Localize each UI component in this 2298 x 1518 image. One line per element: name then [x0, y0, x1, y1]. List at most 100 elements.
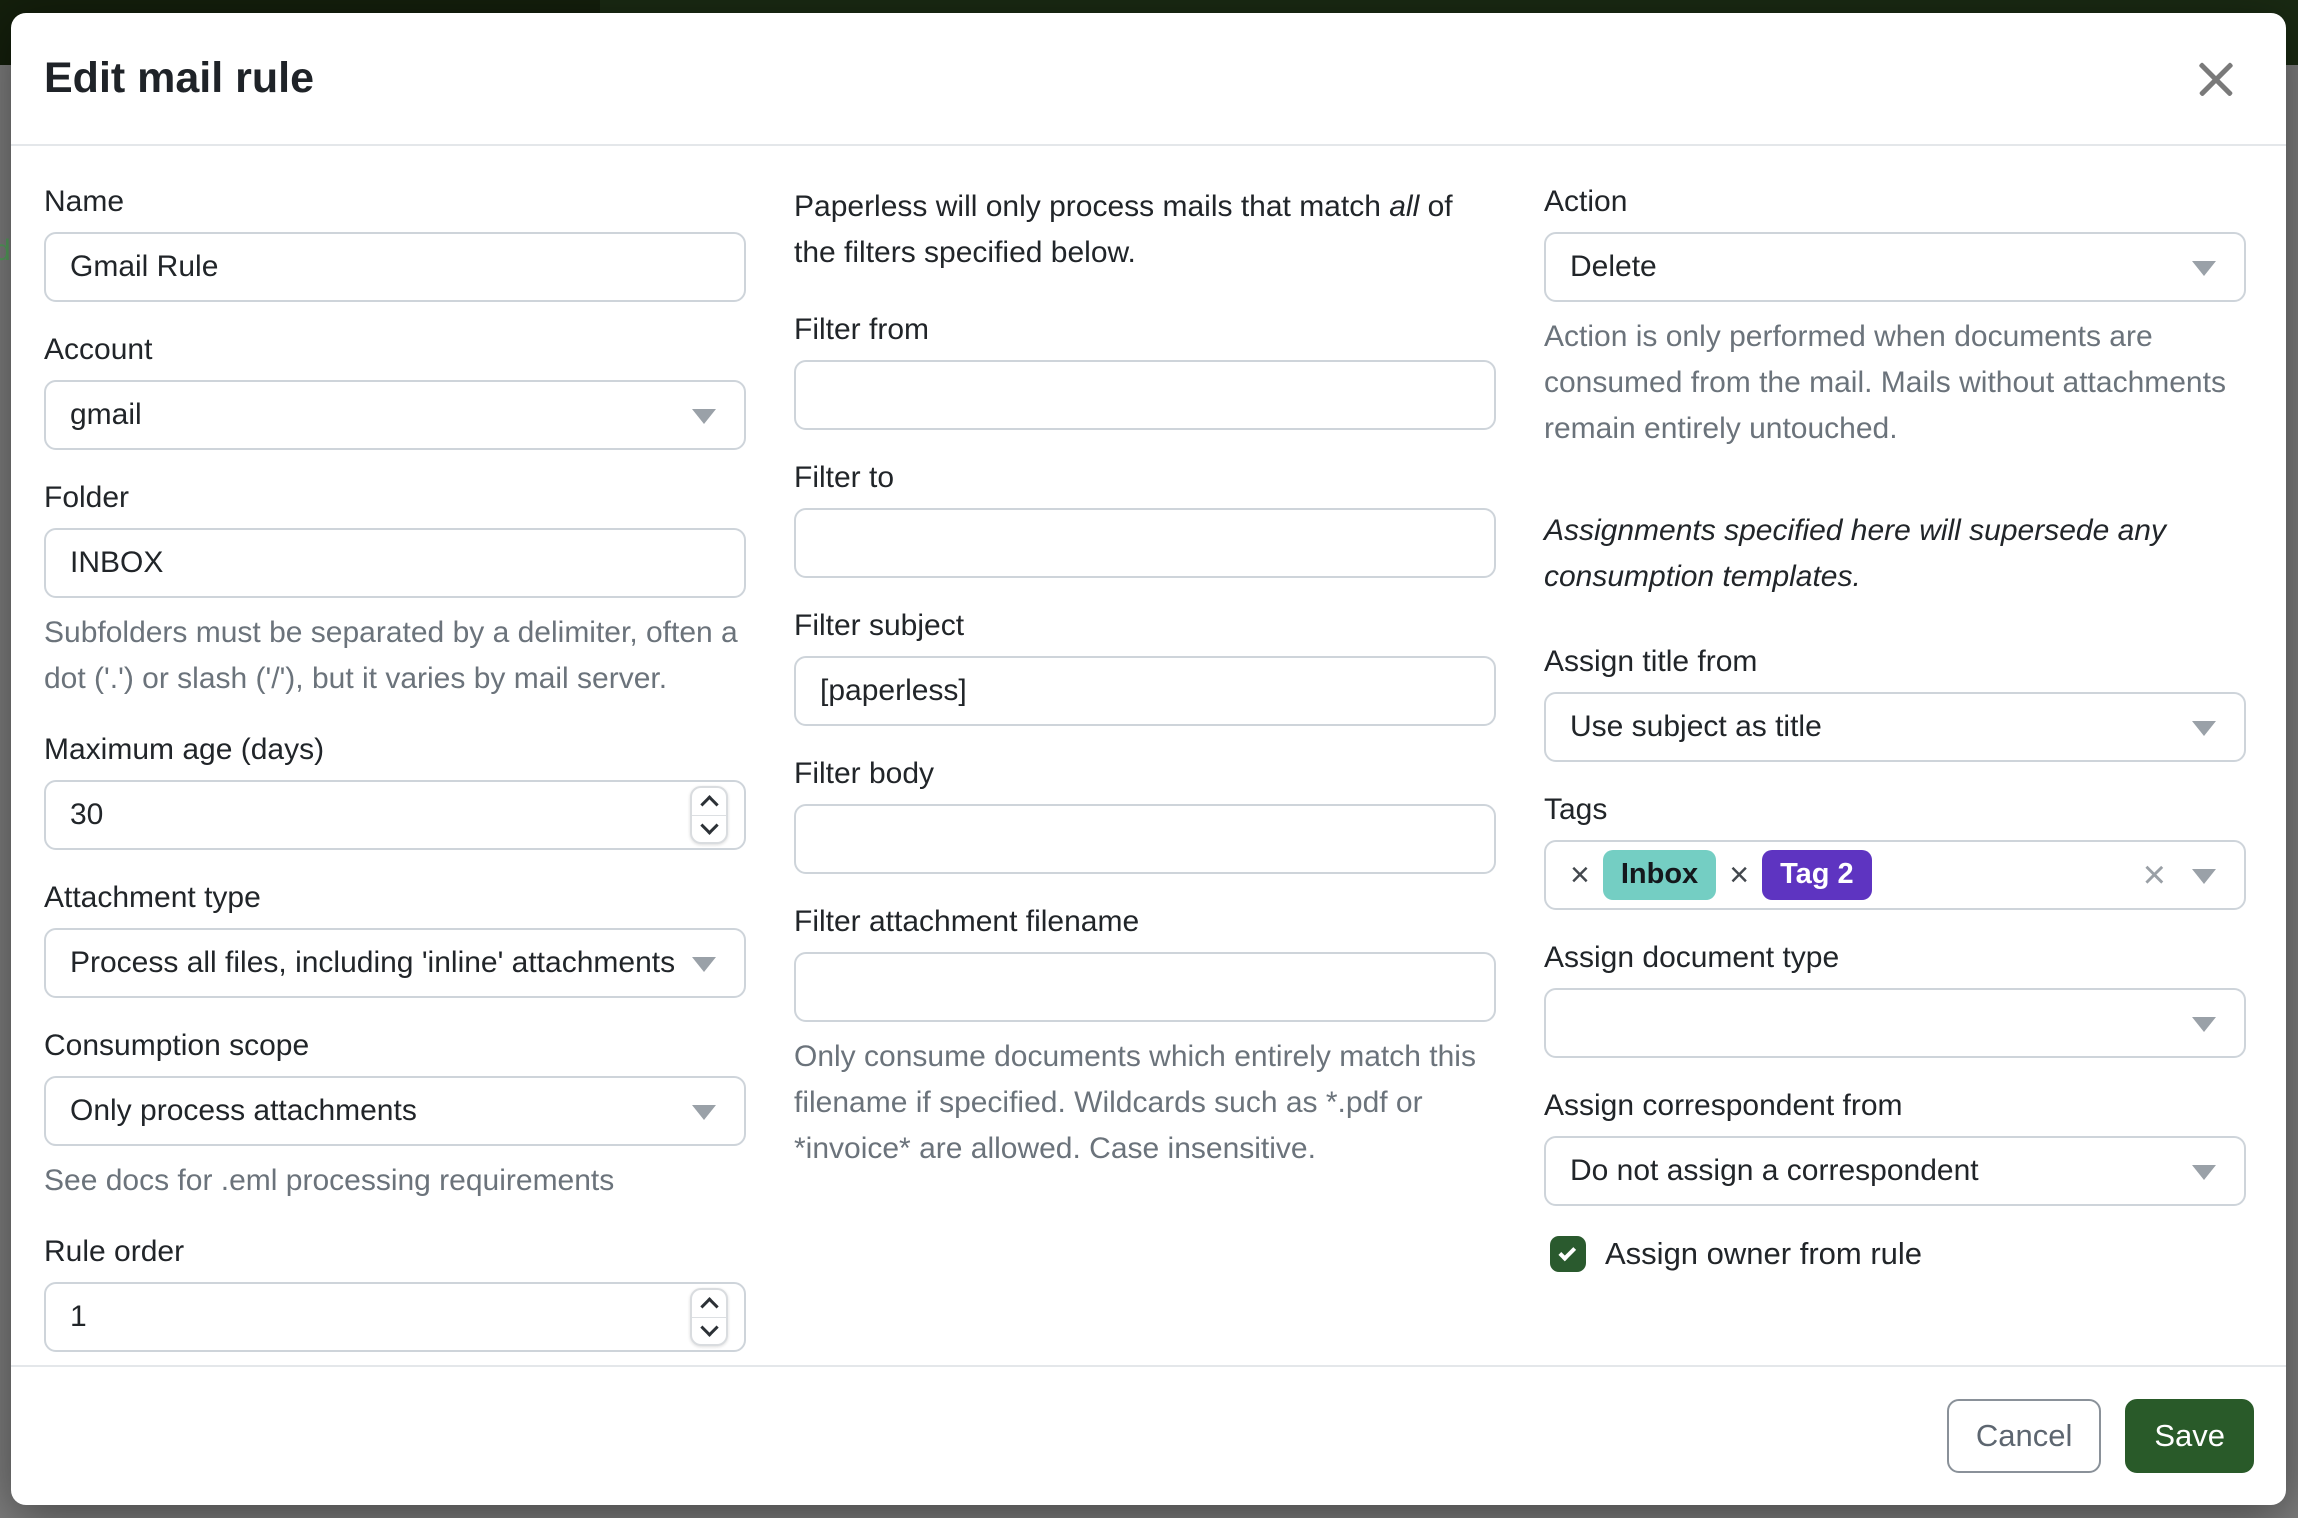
- folder-field-group: Folder Subfolders must be separated by a…: [44, 480, 746, 702]
- filter-attachment-filename-input[interactable]: [794, 952, 1496, 1022]
- consumption-scope-field-group: Consumption scope Only process attachmen…: [44, 1028, 746, 1204]
- chevron-up-icon: [699, 1296, 719, 1316]
- close-button[interactable]: [2186, 49, 2246, 109]
- assign-correspondent-label: Assign correspondent from: [1544, 1089, 1903, 1122]
- column-actions: Action Delete Action is only performed w…: [1544, 184, 2246, 1365]
- filter-to-field-group: Filter to: [794, 460, 1496, 578]
- intro-text-fragment: Paperless will only process mails that m…: [794, 190, 1390, 223]
- column-general: Name Account gmail Folder Subfolders mus…: [44, 184, 746, 1365]
- filter-body-label: Filter body: [794, 757, 935, 790]
- chevron-down-icon: [2192, 1017, 2216, 1032]
- rule-order-field: [44, 1282, 746, 1352]
- filter-subject-input[interactable]: [794, 656, 1496, 726]
- consumption-scope-help-text: See docs for .eml processing requirement…: [44, 1164, 615, 1197]
- close-icon: [2186, 49, 2246, 109]
- page-title: Edit mail rule: [44, 54, 315, 102]
- attachment-type-value: Process all files, including 'inline' at…: [70, 946, 674, 979]
- name-field-group: Name: [44, 184, 746, 302]
- folder-label: Folder: [44, 481, 130, 514]
- rule-order-input[interactable]: [46, 1284, 744, 1350]
- max-age-field-group: Maximum age (days): [44, 732, 746, 850]
- attachment-type-select[interactable]: Process all files, including 'inline' at…: [44, 928, 746, 998]
- intro-text: Paperless will only process mails that m…: [794, 184, 1496, 276]
- max-age-input[interactable]: [46, 782, 744, 848]
- dialog-footer: Cancel Save: [11, 1365, 2286, 1505]
- stepper-up-button[interactable]: [692, 788, 726, 816]
- filter-to-input[interactable]: [794, 508, 1496, 578]
- action-field-group: Action Delete Action is only performed w…: [1544, 184, 2246, 452]
- name-label: Name: [44, 185, 125, 218]
- backdrop-page-fragment: d: [0, 234, 11, 267]
- attachment-type-label: Attachment type: [44, 881, 261, 914]
- max-age-label: Maximum age (days): [44, 733, 325, 766]
- cancel-button[interactable]: Cancel: [1946, 1399, 2102, 1473]
- filter-subject-label: Filter subject: [794, 609, 965, 642]
- folder-input[interactable]: [44, 528, 746, 598]
- filter-attachment-help-text: Only consume documents which entirely ma…: [794, 1040, 1476, 1165]
- filter-body-field-group: Filter body: [794, 756, 1496, 874]
- filter-from-label: Filter from: [794, 313, 929, 346]
- tags-clear-icon[interactable]: ×: [2142, 853, 2166, 897]
- chevron-down-icon: [692, 409, 716, 424]
- assign-correspondent-value: Do not assign a correspondent: [1570, 1154, 1979, 1187]
- assign-doctype-select[interactable]: [1544, 988, 2246, 1058]
- filter-from-input[interactable]: [794, 360, 1496, 430]
- tags-field-group: Tags × Inbox × Tag 2 ×: [1544, 792, 2246, 910]
- chevron-down-icon: [2192, 261, 2216, 276]
- tag-remove-icon[interactable]: ×: [1570, 856, 1590, 894]
- stepper-down-button[interactable]: [692, 816, 726, 843]
- consumption-scope-value: Only process attachments: [70, 1094, 417, 1127]
- assign-correspondent-select[interactable]: Do not assign a correspondent: [1544, 1136, 2246, 1206]
- action-select[interactable]: Delete: [1544, 232, 2246, 302]
- assign-owner-label[interactable]: Assign owner from rule: [1605, 1236, 1923, 1271]
- edit-mail-rule-dialog: Edit mail rule Name Account gmail Folder: [11, 13, 2286, 1505]
- filter-body-input[interactable]: [794, 804, 1496, 874]
- assign-owner-checkbox[interactable]: [1550, 1236, 1586, 1272]
- action-value: Delete: [1570, 250, 1657, 283]
- filter-from-field-group: Filter from: [794, 312, 1496, 430]
- assign-title-field-group: Assign title from Use subject as title: [1544, 644, 2246, 762]
- assign-owner-row: Assign owner from rule: [1544, 1236, 2246, 1272]
- chevron-down-icon: [692, 957, 716, 972]
- tags-label: Tags: [1544, 793, 1608, 826]
- assign-title-value: Use subject as title: [1570, 710, 1822, 743]
- tags-select[interactable]: × Inbox × Tag 2 ×: [1544, 840, 2246, 910]
- assign-correspondent-field-group: Assign correspondent from Do not assign …: [1544, 1088, 2246, 1206]
- action-label: Action: [1544, 185, 1628, 218]
- max-age-field: [44, 780, 746, 850]
- intro-text-italic: all: [1389, 190, 1420, 223]
- assign-title-select[interactable]: Use subject as title: [1544, 692, 2246, 762]
- number-stepper[interactable]: [690, 786, 728, 844]
- tag-remove-icon[interactable]: ×: [1729, 856, 1750, 894]
- chevron-down-icon: [2192, 1165, 2216, 1180]
- assign-title-label: Assign title from: [1544, 645, 1758, 678]
- intro-text-fragment: of the filters specified below.: [794, 190, 1453, 269]
- chevron-down-icon: [692, 1105, 716, 1120]
- account-select[interactable]: gmail: [44, 380, 746, 450]
- chevron-up-icon: [699, 794, 719, 814]
- filter-attachment-filename-label: Filter attachment filename: [794, 905, 1140, 938]
- column-filters: Paperless will only process mails that m…: [794, 184, 1496, 1365]
- rule-order-field-group: Rule order: [44, 1234, 746, 1352]
- account-value: gmail: [70, 398, 142, 431]
- chevron-down-icon: [699, 1318, 719, 1338]
- dialog-header: Edit mail rule: [11, 13, 2286, 146]
- stepper-up-button[interactable]: [692, 1290, 726, 1318]
- chevron-down-icon: [2192, 721, 2216, 736]
- account-label: Account: [44, 333, 153, 366]
- number-stepper[interactable]: [690, 1288, 728, 1346]
- save-button[interactable]: Save: [2125, 1399, 2254, 1473]
- filter-subject-field-group: Filter subject: [794, 608, 1496, 726]
- check-icon: [1558, 1243, 1577, 1261]
- assign-doctype-label: Assign document type: [1544, 941, 1840, 974]
- consumption-scope-select[interactable]: Only process attachments: [44, 1076, 746, 1146]
- attachment-type-field-group: Attachment type Process all files, inclu…: [44, 880, 746, 998]
- tag-chip-inbox: Inbox: [1602, 850, 1717, 900]
- chevron-down-icon: [699, 816, 719, 836]
- stepper-down-button[interactable]: [692, 1318, 726, 1345]
- assign-doctype-field-group: Assign document type: [1544, 940, 2246, 1058]
- assignments-note: Assignments specified here will supersed…: [1544, 514, 2166, 593]
- chevron-down-icon: [2192, 869, 2216, 884]
- tag-chip-tag2: Tag 2: [1762, 850, 1872, 900]
- name-input[interactable]: [44, 232, 746, 302]
